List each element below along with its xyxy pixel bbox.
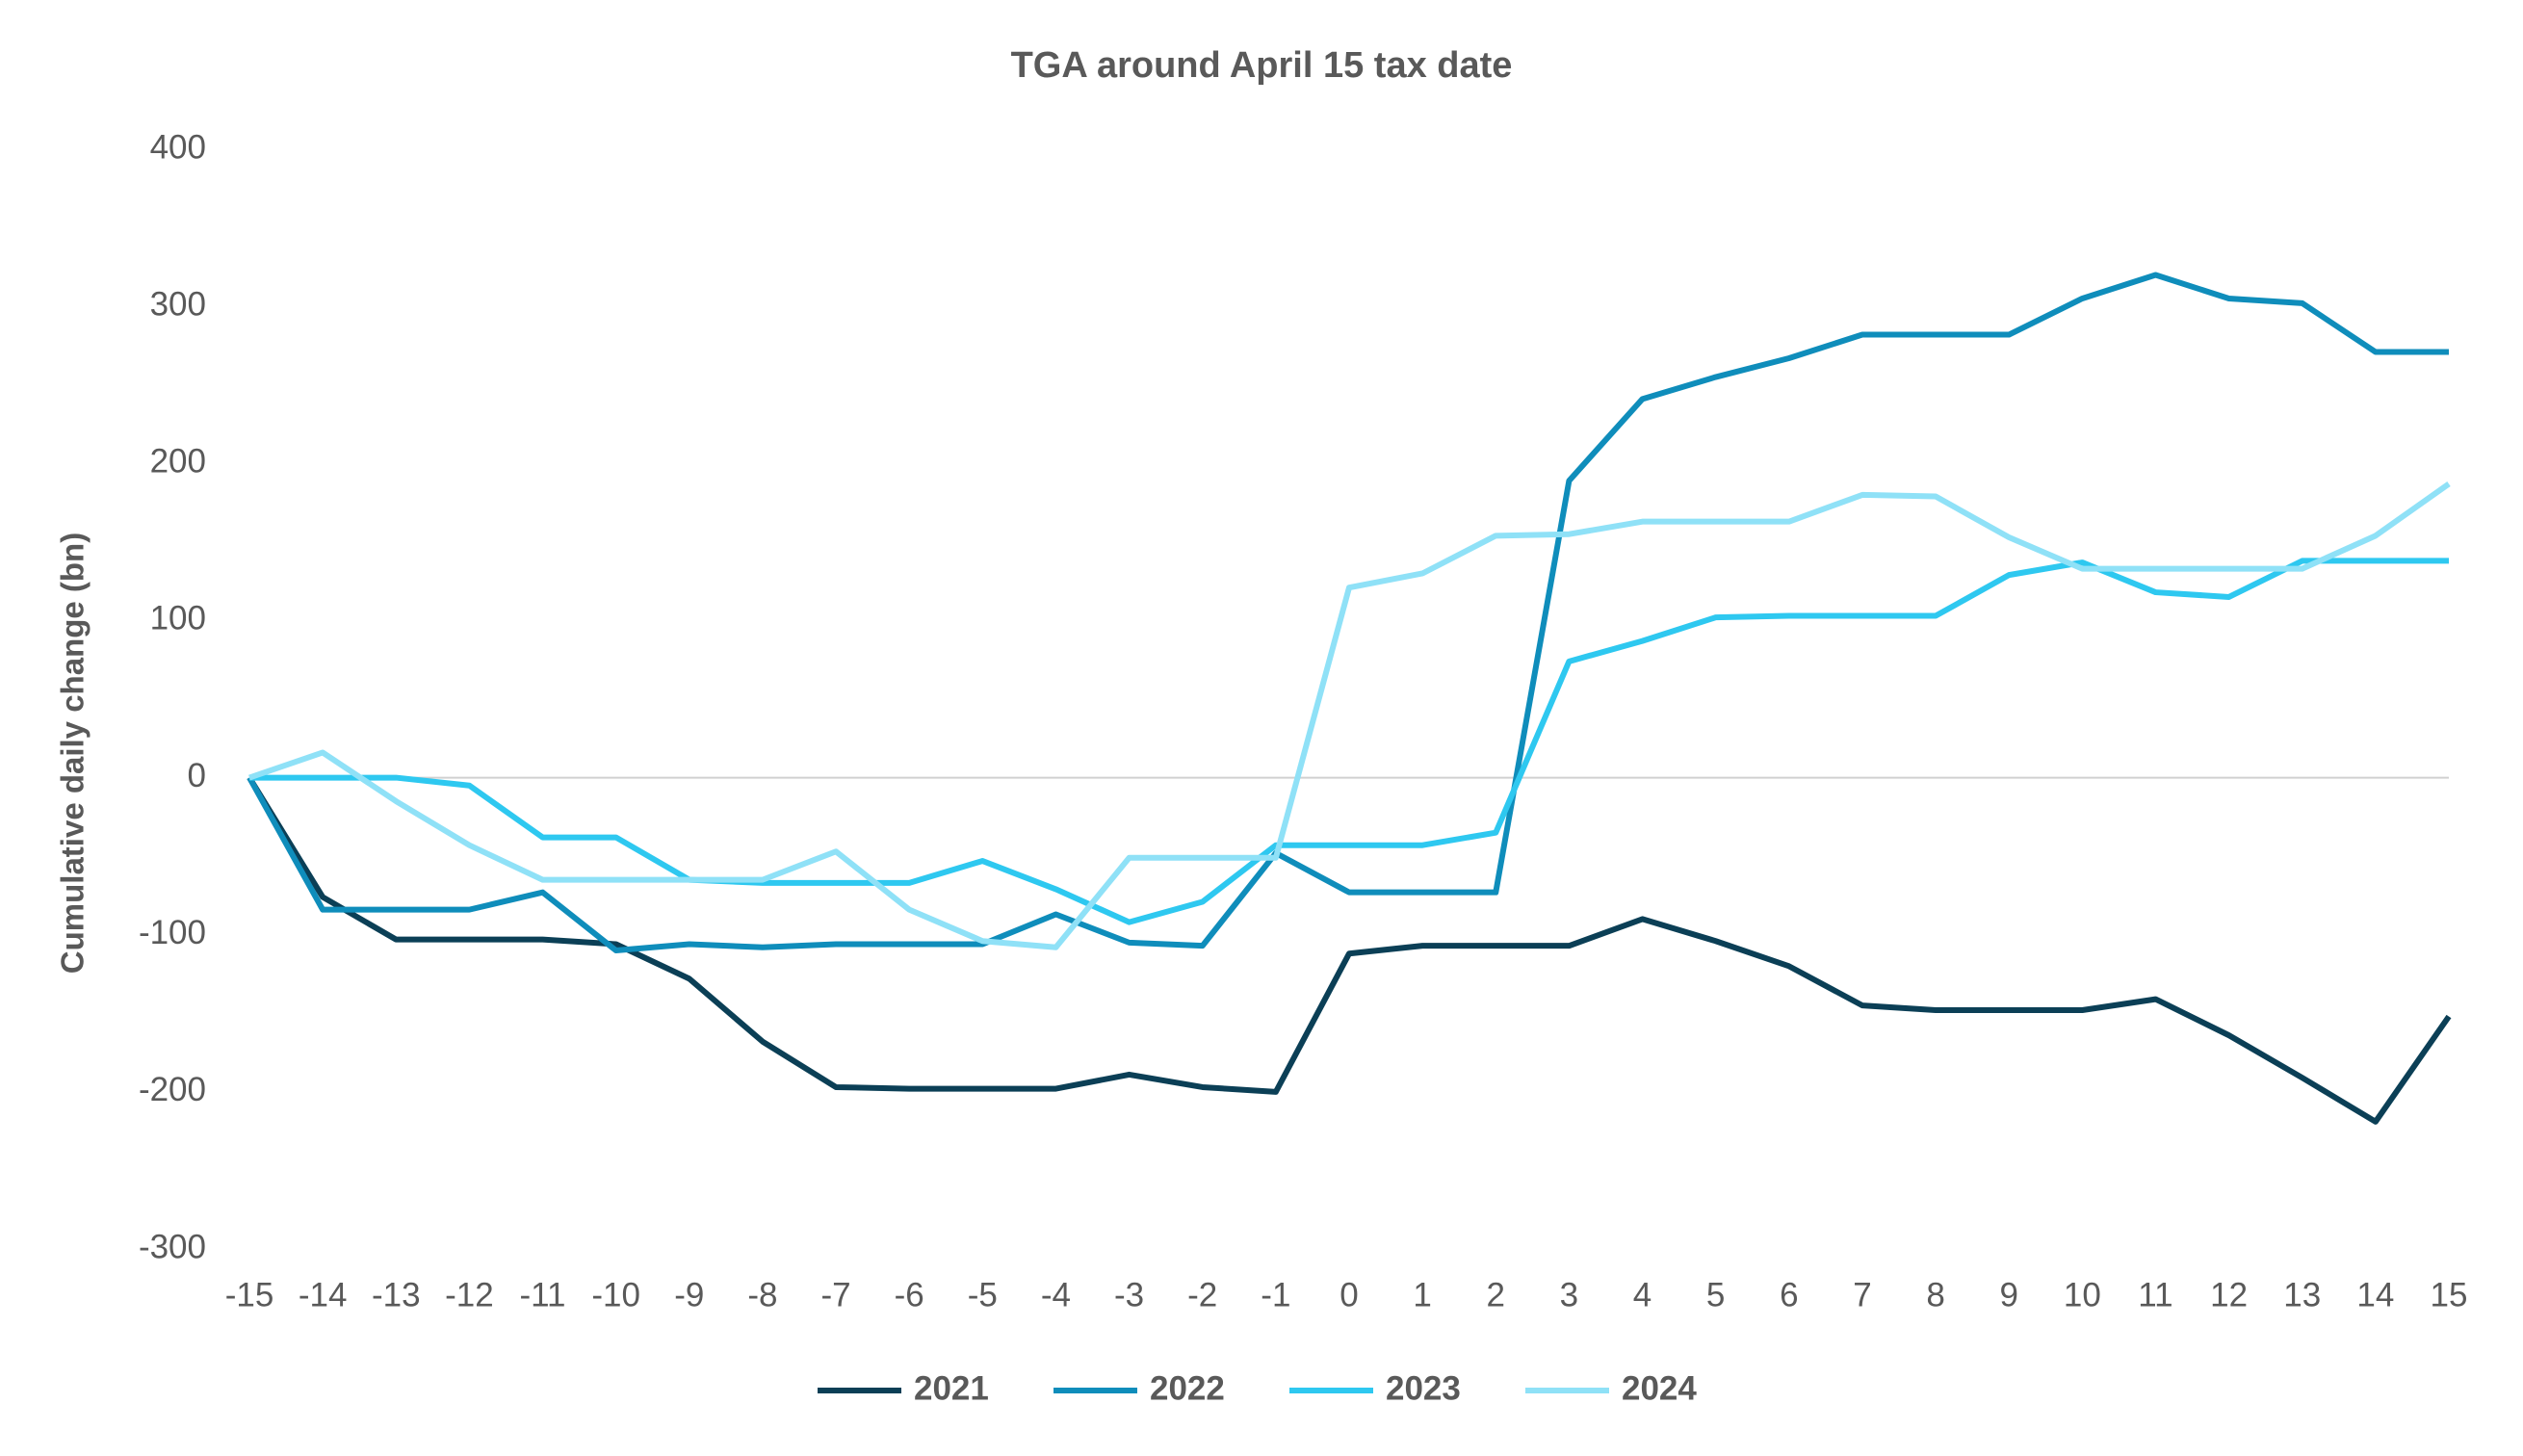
legend-label: 2021 xyxy=(914,1369,989,1407)
x-tick-label: -6 xyxy=(895,1276,924,1313)
x-tick-label: -3 xyxy=(1114,1276,1144,1313)
x-tick-label: 15 xyxy=(2431,1276,2468,1313)
y-tick-label: 200 xyxy=(150,443,206,481)
series-line xyxy=(247,272,2449,954)
chart-title: TGA around April 15 tax date xyxy=(1011,45,1513,86)
x-tick-label: -1 xyxy=(1261,1276,1290,1313)
x-tick-label: -15 xyxy=(225,1276,274,1313)
x-tick-label: 3 xyxy=(1560,1276,1578,1313)
x-tick-label: -5 xyxy=(968,1276,998,1313)
x-tick-label: 9 xyxy=(1999,1276,2017,1313)
series-line xyxy=(249,558,2449,925)
y-tick-label: 100 xyxy=(150,600,206,637)
legend-label: 2023 xyxy=(1386,1369,1461,1407)
series-line xyxy=(247,776,2452,1125)
x-tick-label: 8 xyxy=(1926,1276,1944,1313)
legend-label: 2022 xyxy=(1150,1369,1225,1407)
x-tick-label: 2 xyxy=(1487,1276,1505,1313)
x-tick-label: -8 xyxy=(747,1276,777,1313)
x-tick-label: -12 xyxy=(445,1276,494,1313)
x-tick-label: -2 xyxy=(1187,1276,1217,1313)
y-tick-label: 400 xyxy=(150,128,206,166)
x-tick-label: 5 xyxy=(1706,1276,1725,1313)
x-tick-label: -11 xyxy=(520,1276,566,1313)
x-tick-label: -14 xyxy=(299,1276,348,1313)
legend-label: 2024 xyxy=(1622,1369,1697,1407)
x-tick-label: 11 xyxy=(2138,1276,2172,1313)
x-tick-label: 0 xyxy=(1340,1276,1358,1313)
x-tick-label: 14 xyxy=(2356,1276,2394,1313)
y-tick-label: 300 xyxy=(150,285,206,323)
x-tick-label: -7 xyxy=(821,1276,851,1313)
x-tick-label: -9 xyxy=(674,1276,704,1313)
y-tick-label: -100 xyxy=(139,914,206,951)
x-tick-label: 7 xyxy=(1853,1276,1871,1313)
series-line xyxy=(248,481,2451,950)
x-tick-label: 1 xyxy=(1413,1276,1431,1313)
x-tick-label: 13 xyxy=(2283,1276,2321,1313)
x-tick-label: 12 xyxy=(2210,1276,2248,1313)
y-axis-title: Cumulative daily change (bn) xyxy=(55,533,91,974)
x-tick-label: -10 xyxy=(591,1276,640,1313)
y-tick-label: -300 xyxy=(139,1228,206,1265)
x-tick-label: 4 xyxy=(1633,1276,1652,1313)
x-tick-label: 6 xyxy=(1780,1276,1798,1313)
y-tick-label: -200 xyxy=(139,1071,206,1108)
y-tick-label: 0 xyxy=(188,757,206,794)
x-tick-label: 10 xyxy=(2064,1276,2101,1313)
x-tick-label: -13 xyxy=(372,1276,421,1313)
x-tick-label: -4 xyxy=(1041,1276,1071,1313)
